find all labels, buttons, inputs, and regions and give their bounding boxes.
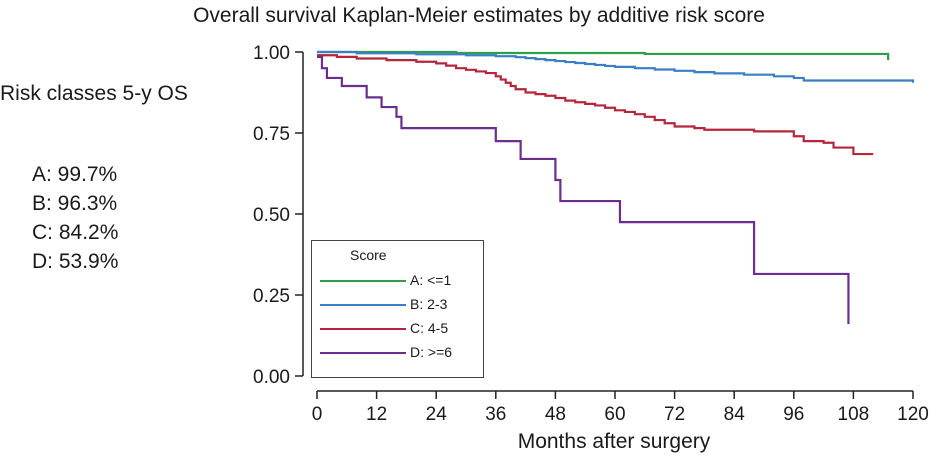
survival-curves bbox=[317, 50, 915, 325]
survival-curve-c bbox=[317, 54, 874, 156]
survival-curve-a bbox=[317, 50, 890, 61]
x-tick-label: 72 bbox=[664, 404, 685, 425]
legend-swatch bbox=[320, 280, 406, 282]
survival-curve-b bbox=[317, 50, 915, 83]
x-axis-label: Months after surgery bbox=[518, 430, 711, 453]
risk-class-a: A: 99.7% bbox=[32, 163, 118, 186]
x-tick-label: 12 bbox=[366, 404, 387, 425]
y-tick-label: 0.75 bbox=[253, 124, 290, 145]
legend-swatch bbox=[320, 304, 406, 306]
legend-swatch bbox=[320, 328, 406, 330]
x-tick-label: 84 bbox=[724, 404, 746, 425]
x-tick-label: 120 bbox=[897, 404, 929, 425]
x-tick-label: 24 bbox=[426, 404, 448, 425]
x-tick-label: 36 bbox=[485, 404, 506, 425]
x-tick-label: 48 bbox=[545, 404, 566, 425]
legend: Score A: <=1 B: 2-3 C: 4-5 D: >=6 bbox=[311, 240, 484, 378]
x-tick-label: 96 bbox=[783, 404, 804, 425]
legend-item-b: B: 2-3 bbox=[320, 295, 480, 315]
risk-classes-title: Risk classes 5-y OS bbox=[0, 82, 188, 105]
x-tick-label: 0 bbox=[312, 404, 323, 425]
risk-class-d: D: 53.9% bbox=[32, 250, 119, 273]
survival-curve-d bbox=[317, 55, 850, 325]
x-tick-label: 60 bbox=[604, 404, 625, 425]
risk-classes-list: A: 99.7% B: 96.3% C: 84.2% D: 53.9% bbox=[32, 160, 118, 276]
legend-swatch bbox=[320, 352, 406, 354]
chart-title: Overall survival Kaplan-Meier estimates … bbox=[193, 4, 765, 27]
y-tick-label: 0.00 bbox=[253, 367, 290, 388]
y-tick-label: 0.50 bbox=[253, 205, 290, 226]
risk-class-b: B: 96.3% bbox=[32, 192, 118, 215]
legend-label: B: 2-3 bbox=[410, 296, 448, 312]
legend-label: D: >=6 bbox=[410, 344, 453, 360]
legend-title: Score bbox=[350, 247, 387, 263]
legend-label: C: 4-5 bbox=[410, 320, 449, 336]
y-tick-label: 1.00 bbox=[253, 43, 290, 64]
risk-class-c: C: 84.2% bbox=[32, 221, 119, 244]
legend-item-d: D: >=6 bbox=[320, 343, 480, 363]
legend-label: A: <=1 bbox=[410, 272, 452, 288]
axes: 0.00 0.25 0.50 0.75 1.00 0 12 24 36 48 60 72 84 96 108… bbox=[253, 43, 929, 425]
legend-item-c: C: 4-5 bbox=[320, 319, 480, 339]
legend-item-a: A: <=1 bbox=[320, 271, 480, 291]
y-tick-label: 0.25 bbox=[253, 286, 290, 307]
x-tick-label: 108 bbox=[838, 404, 870, 425]
